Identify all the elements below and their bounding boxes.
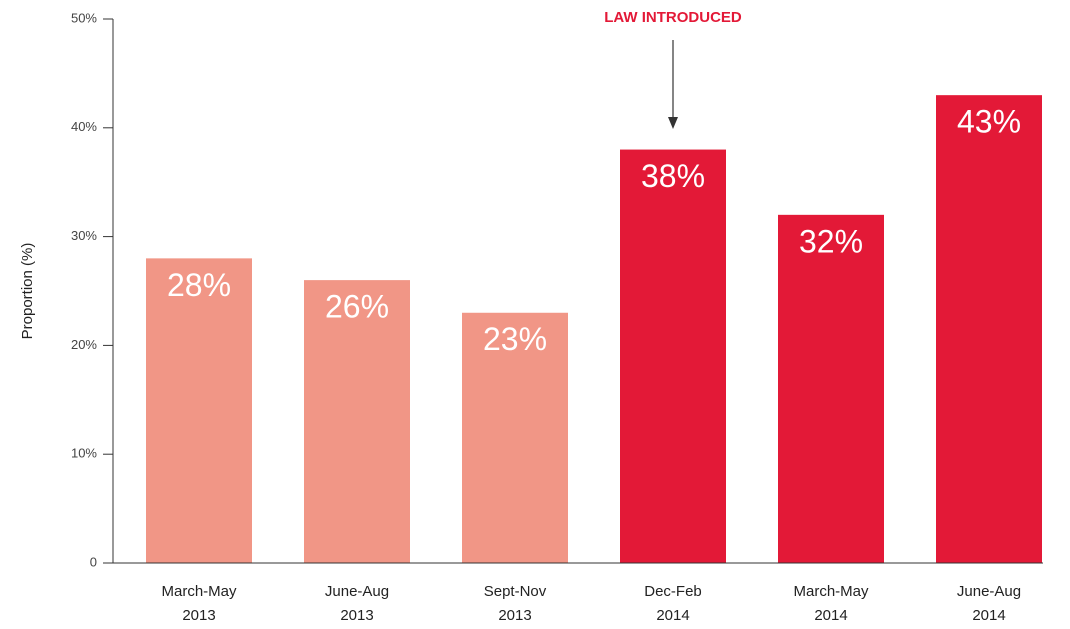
y-axis-label: Proportion (%) [19,243,36,340]
bar [936,95,1042,563]
x-tick-label: June-Aug [325,583,389,600]
x-tick-label: 2013 [498,607,531,624]
annotation: LAW INTRODUCED [604,9,742,26]
bar [620,149,726,563]
bar [462,312,568,563]
x-tick-label: 2014 [972,607,1005,624]
y-tick-label: 50% [71,10,97,25]
x-tick-label: 2014 [814,607,847,624]
value-label: 28% [167,267,231,303]
x-tick-label: 2013 [340,607,373,624]
x-tick-label: March-May [161,583,237,600]
bar [146,258,252,563]
value-label: 23% [483,321,547,357]
x-tick-label: 2013 [182,607,215,624]
x-tick-label: Dec-Feb [644,583,702,600]
y-tick-label: 20% [71,337,97,352]
value-label: 43% [957,104,1021,140]
value-label: 26% [325,289,389,325]
value-label: 32% [799,223,863,259]
bar [304,280,410,563]
y-tick-label: 0 [90,554,97,569]
value-label: 38% [641,158,705,194]
x-tick-label: June-Aug [957,583,1021,600]
y-tick-label: 10% [71,446,97,461]
y-tick-label: 40% [71,119,97,134]
x-tick-label: 2014 [656,607,689,624]
x-tick-label: Sept-Nov [484,583,547,600]
y-tick-label: 30% [71,228,97,243]
annotation-arrowhead [668,117,678,129]
x-tick-label: March-May [793,583,869,600]
bar [778,214,884,563]
